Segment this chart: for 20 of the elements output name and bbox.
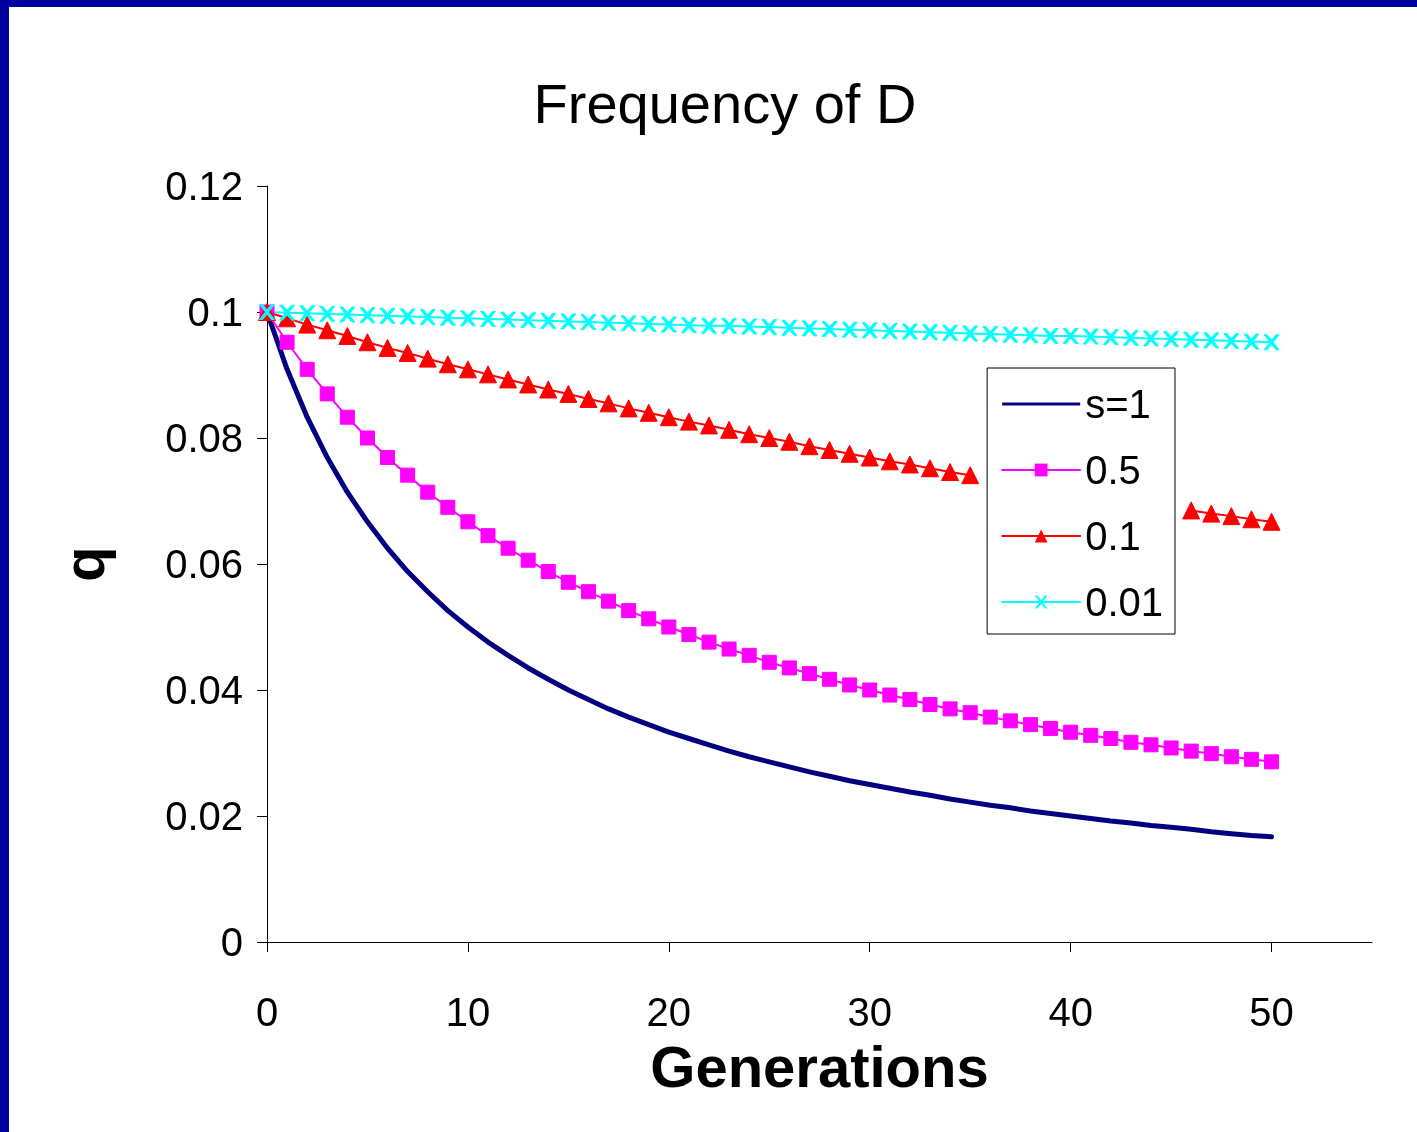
y-tick-label: 0.1	[187, 290, 243, 334]
x-tick-label: 40	[1048, 990, 1093, 1034]
legend-label: 0.5	[1085, 448, 1141, 492]
x-tick-label: 30	[847, 990, 892, 1034]
y-axis-title: q	[50, 546, 116, 582]
y-tick-label: 0.12	[165, 164, 243, 208]
y-tick-label: 0.08	[165, 416, 243, 460]
y-tick-label: 0.02	[165, 794, 243, 838]
x-tick-label: 50	[1249, 990, 1294, 1034]
x-tick-label: 0	[255, 990, 279, 1034]
y-tick-label: 0.06	[165, 542, 243, 586]
legend-label: 0.1	[1085, 514, 1141, 558]
x-tick-label: 20	[646, 990, 692, 1034]
chart-title: Frequency of D	[533, 71, 917, 135]
legend-label: 0.01	[1085, 580, 1164, 624]
y-tick-label: 0.04	[165, 668, 243, 712]
x-axis-title: Generations	[650, 1033, 989, 1099]
y-tick-label: 0	[220, 920, 243, 964]
legend-label: s=1	[1085, 382, 1151, 426]
x-tick-label: 10	[445, 990, 491, 1034]
